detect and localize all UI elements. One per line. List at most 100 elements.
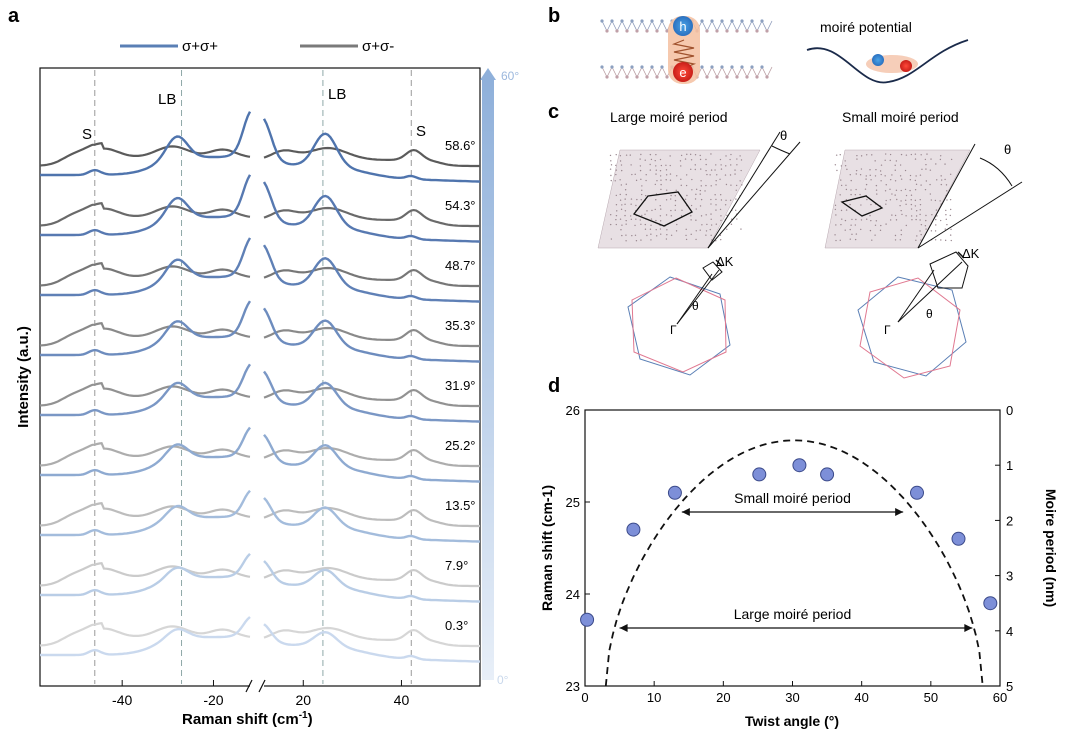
lattice-atom xyxy=(950,234,951,235)
lattice-atom xyxy=(641,215,642,216)
lattice-atom xyxy=(660,228,661,229)
lattice-atom xyxy=(945,240,946,241)
lattice-atom xyxy=(621,235,622,236)
lattice-atom xyxy=(691,159,692,160)
lattice-atom xyxy=(666,199,667,200)
data-point xyxy=(627,523,640,536)
lattice-atom xyxy=(851,219,852,220)
lattice-atom xyxy=(710,229,711,230)
lattice-atom xyxy=(845,185,846,186)
lattice-atom xyxy=(620,200,621,201)
lattice-atom xyxy=(700,229,701,230)
lattice-atom xyxy=(660,220,661,221)
data-point xyxy=(668,486,681,499)
lattice-atom xyxy=(641,185,642,186)
lattice-atom xyxy=(890,219,891,220)
lattice-atom xyxy=(900,210,901,211)
lattice-atom xyxy=(835,224,836,225)
x-axis-title-a: Raman shift (cm-1) xyxy=(182,710,313,728)
lattice-atom xyxy=(850,194,851,195)
lattice-atom xyxy=(710,153,711,154)
lattice-atom xyxy=(890,160,891,161)
lattice-atom xyxy=(905,200,906,201)
lattice-atom xyxy=(660,175,661,176)
lattice-atom xyxy=(856,158,857,159)
lattice-atom xyxy=(929,184,930,185)
lattice-atom xyxy=(624,204,625,205)
lattice-atom xyxy=(866,175,867,176)
lattice-atom xyxy=(714,194,715,195)
lattice-atom xyxy=(839,194,840,195)
bond xyxy=(757,21,762,31)
lattice-atom xyxy=(610,155,611,156)
lattice-atom xyxy=(950,229,951,230)
bond xyxy=(722,21,727,31)
lattice-atom xyxy=(636,240,637,241)
bond xyxy=(607,67,612,77)
lattice-atom xyxy=(705,235,706,236)
lattice-atom xyxy=(676,190,677,191)
lattice-atom xyxy=(925,168,926,169)
lattice-atom xyxy=(850,189,851,190)
lattice-atom xyxy=(620,219,621,220)
bond xyxy=(647,67,652,77)
panel-d-label: d xyxy=(548,375,560,397)
lattice-atom xyxy=(661,165,662,166)
lattice-atom xyxy=(865,178,866,179)
lattice-atom xyxy=(610,224,611,225)
lattice-atom xyxy=(944,163,945,164)
bond xyxy=(627,21,632,31)
bond xyxy=(632,21,637,31)
lattice-atom xyxy=(851,180,852,181)
lattice-atom xyxy=(696,189,697,190)
angle-label: 58.6° xyxy=(445,138,476,153)
lattice-atom xyxy=(686,174,687,175)
delta-k-left: ΔK xyxy=(716,254,734,269)
legend: σ+σ+ σ+σ- xyxy=(120,38,394,55)
lattice-atom xyxy=(916,215,917,216)
lattice-atom xyxy=(855,239,856,240)
lattice-atom xyxy=(720,159,721,160)
lattice-atom xyxy=(645,195,646,196)
arrow-head xyxy=(895,508,903,516)
lattice-atom xyxy=(905,204,906,205)
figure: a σ+σ+ σ+σ- 58.6°54.3°48.7°35.3°31.9°25.… xyxy=(0,0,1080,740)
lattice-atom xyxy=(666,238,667,239)
lattice-atom xyxy=(624,198,625,199)
lattice-atom xyxy=(710,203,711,204)
lattice-atom xyxy=(920,184,921,185)
lattice-atom xyxy=(885,223,886,224)
lattice-atom xyxy=(621,224,622,225)
spectrum-co-7 xyxy=(40,554,480,602)
lattice-atom xyxy=(610,168,611,169)
lattice-atom xyxy=(650,234,651,235)
x-tick-label-d: 50 xyxy=(924,690,938,705)
lattice-atom xyxy=(915,153,916,154)
lattice-atom xyxy=(871,154,872,155)
lattice-atom xyxy=(945,210,946,211)
lattice-atom xyxy=(615,219,616,220)
lattice-atom xyxy=(874,234,875,235)
lattice-atom xyxy=(925,159,926,160)
atom xyxy=(625,29,628,32)
bond xyxy=(757,67,762,77)
lattice-atom xyxy=(840,154,841,155)
bond xyxy=(767,67,772,77)
lattice-atom xyxy=(856,155,857,156)
potential-hole xyxy=(872,54,884,66)
lattice-atom xyxy=(915,205,916,206)
lattice-atom xyxy=(930,158,931,159)
lattice-atom xyxy=(901,178,902,179)
lattice-atom xyxy=(685,158,686,159)
lattice-atom xyxy=(925,215,926,216)
lattice-atom xyxy=(660,205,661,206)
lattice-atom xyxy=(716,174,717,175)
atom xyxy=(640,65,643,68)
lattice-atom xyxy=(650,229,651,230)
lattice-atom xyxy=(741,159,742,160)
lattice-atom xyxy=(720,220,721,221)
lattice-atom xyxy=(835,164,836,165)
atom xyxy=(655,75,658,78)
angle-label: 35.3° xyxy=(445,318,476,333)
lattice-atom xyxy=(850,174,851,175)
